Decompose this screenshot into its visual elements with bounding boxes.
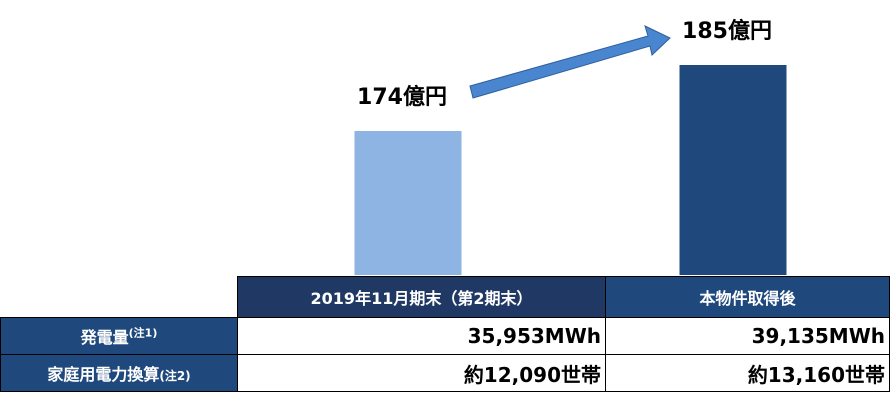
value-label: 174億円 — [357, 84, 447, 110]
blank-cell — [0, 276, 238, 318]
bar — [354, 131, 462, 275]
cell: 39,135MWh — [605, 317, 890, 355]
table-row: 家庭用電力換算(注2) 約12,090世帯 約13,160世帯 — [0, 354, 890, 392]
cell: 約13,160世帯 — [605, 354, 890, 392]
growth-arrow — [469, 25, 671, 99]
note: (注1) — [128, 326, 158, 340]
chart: 174億円 185億円 — [354, 18, 787, 275]
column-header: 2019年11月期末（第2期末） — [237, 276, 606, 318]
bar — [679, 65, 787, 275]
cell: 約12,090世帯 — [237, 354, 606, 392]
row-label: 家庭用電力換算 — [47, 365, 160, 384]
value-label: 185億円 — [682, 18, 772, 44]
data-table: 2019年11月期末（第2期末） 本物件取得後 発電量(注1) 35,953MW… — [0, 276, 890, 392]
table-row: 発電量(注1) 35,953MWh 39,135MWh — [0, 317, 890, 355]
row-label: 発電量 — [80, 328, 129, 347]
column-header: 本物件取得後 — [605, 276, 890, 318]
row-header: 家庭用電力換算(注2) — [0, 354, 238, 392]
row-header: 発電量(注1) — [0, 317, 238, 355]
cell: 35,953MWh — [237, 317, 606, 355]
header-row: 2019年11月期末（第2期末） 本物件取得後 — [0, 276, 890, 318]
note: (注2) — [159, 369, 191, 383]
